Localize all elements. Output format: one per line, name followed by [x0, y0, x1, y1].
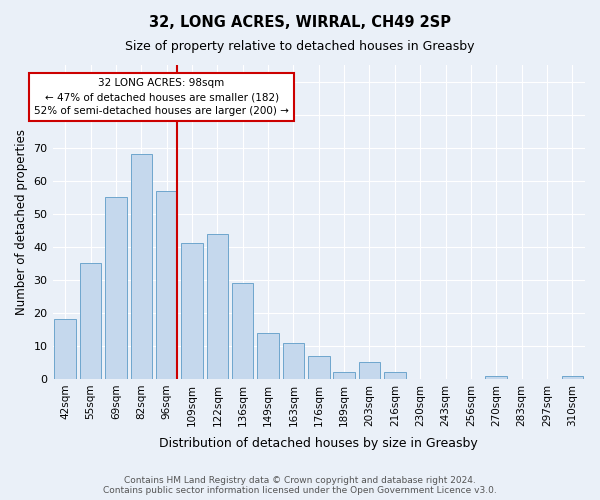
Text: Size of property relative to detached houses in Greasby: Size of property relative to detached ho… [125, 40, 475, 53]
Bar [105, 197, 127, 379]
Bar [334, 372, 355, 379]
X-axis label: Distribution of detached houses by size in Greasby: Distribution of detached houses by size … [160, 437, 478, 450]
Bar [131, 154, 152, 379]
Bar [181, 244, 203, 379]
Bar [55, 320, 76, 379]
Bar [562, 376, 583, 379]
Bar [384, 372, 406, 379]
Text: 32 LONG ACRES: 98sqm
← 47% of detached houses are smaller (182)
52% of semi-deta: 32 LONG ACRES: 98sqm ← 47% of detached h… [34, 78, 289, 116]
Bar [80, 264, 101, 379]
Bar [308, 356, 329, 379]
Bar [156, 190, 178, 379]
Bar [232, 283, 253, 379]
Bar [206, 234, 228, 379]
Bar [359, 362, 380, 379]
Bar [283, 342, 304, 379]
Text: Contains HM Land Registry data © Crown copyright and database right 2024.
Contai: Contains HM Land Registry data © Crown c… [103, 476, 497, 495]
Y-axis label: Number of detached properties: Number of detached properties [15, 129, 28, 315]
Bar [257, 332, 279, 379]
Bar [485, 376, 507, 379]
Text: 32, LONG ACRES, WIRRAL, CH49 2SP: 32, LONG ACRES, WIRRAL, CH49 2SP [149, 15, 451, 30]
